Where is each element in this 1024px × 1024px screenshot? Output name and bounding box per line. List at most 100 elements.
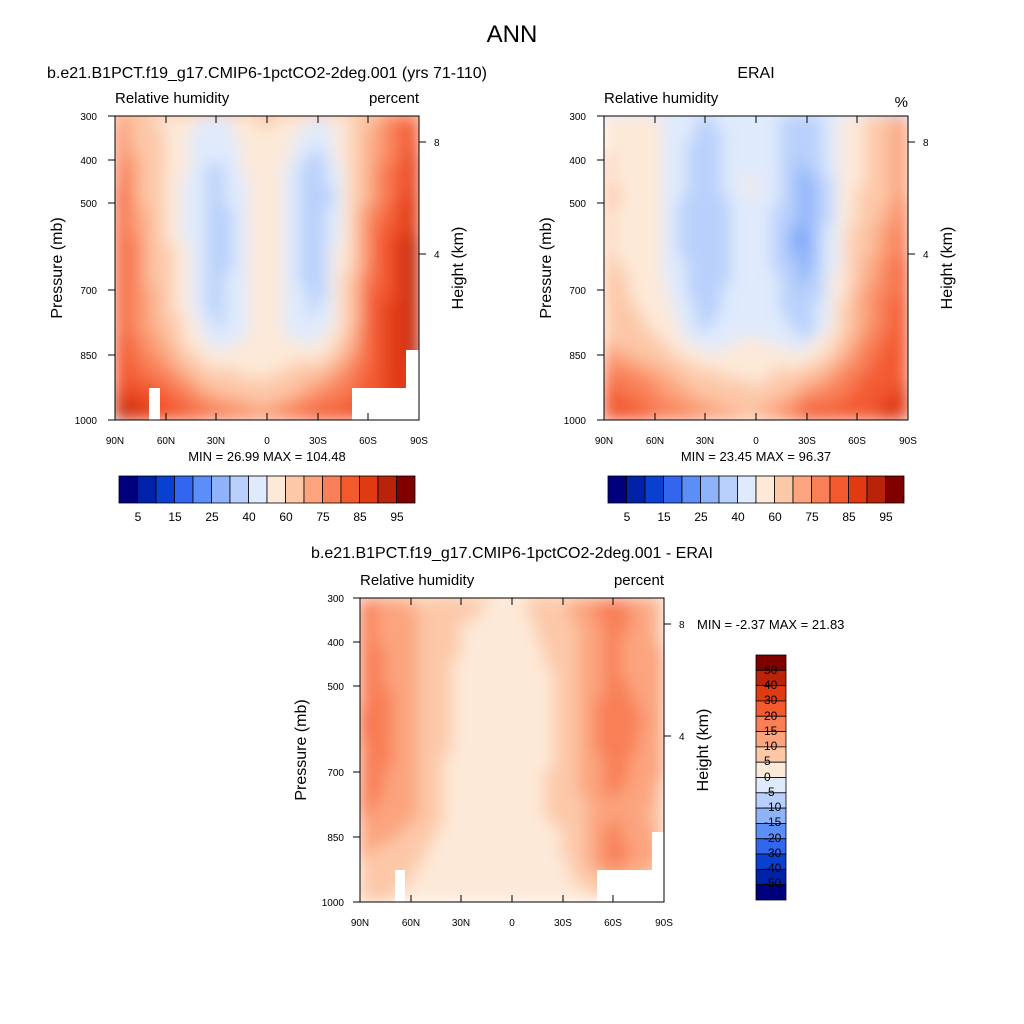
field-cell (629, 851, 640, 862)
field-cell (257, 369, 268, 380)
field-cell (839, 300, 850, 317)
field-cell (721, 187, 732, 199)
field-cell (358, 328, 370, 340)
field-cell (198, 398, 209, 408)
colorbar-label: 40 (764, 678, 778, 692)
field-cell (645, 197, 656, 209)
field-cell (704, 353, 715, 364)
field-cell (805, 286, 817, 303)
colorbar-box (755, 761, 787, 778)
latitude-tick-label: 90S (899, 436, 917, 447)
field-cell (401, 272, 412, 289)
field-cell (636, 272, 648, 289)
field-cell (139, 378, 150, 387)
colorbar-boxes (118, 475, 416, 504)
field-cell (418, 697, 429, 710)
field-cell (384, 827, 395, 838)
field-cell (890, 197, 901, 209)
field-cell (401, 286, 412, 303)
field-cell (679, 206, 690, 218)
field-cell (721, 314, 732, 331)
field-cell (595, 819, 606, 830)
field-cell (578, 621, 589, 636)
field-cell (223, 116, 235, 130)
field-cell (460, 796, 471, 813)
field-cell (595, 598, 606, 612)
field-cell (115, 116, 125, 130)
field-cell (662, 345, 673, 356)
field-cell (223, 384, 235, 394)
field-cell (181, 405, 192, 415)
field-cell (181, 353, 192, 364)
field-cell (249, 328, 260, 340)
field-cell (645, 300, 656, 317)
field-cell (653, 206, 665, 218)
field-cell (637, 726, 649, 743)
field-cell (147, 197, 159, 209)
field-cell (788, 398, 800, 408)
field-cell (266, 369, 277, 380)
field-cell (409, 328, 419, 340)
field-cell (612, 707, 623, 719)
field-cell (653, 328, 665, 340)
field-cell (494, 843, 505, 854)
field-cell (797, 314, 808, 331)
field-cell (198, 244, 209, 261)
field-cell (587, 866, 598, 876)
colorbar-box (755, 475, 775, 504)
field-cell (544, 621, 556, 636)
field-cell (401, 300, 412, 317)
field-cell (181, 398, 192, 408)
field-cell (595, 697, 606, 710)
field-cell (873, 398, 884, 408)
field-cell (890, 412, 901, 420)
field-cell (451, 835, 463, 846)
field-cell (831, 139, 842, 154)
field-cell (847, 361, 859, 372)
field-cell (847, 225, 859, 237)
field-cell (451, 621, 463, 636)
field-cell (695, 215, 707, 228)
field-cell (350, 244, 361, 261)
field-cell (316, 175, 328, 190)
field-cell (604, 187, 614, 199)
field-cell (653, 405, 665, 415)
field-cell (822, 175, 833, 190)
field-cell (147, 116, 159, 130)
field-cell (839, 244, 850, 261)
field-cell (561, 669, 573, 681)
field-cell (375, 139, 387, 154)
field-cell (460, 679, 471, 691)
field-cell (763, 300, 774, 317)
field-cell (468, 679, 480, 691)
field-cell (206, 163, 218, 178)
field-cell (822, 225, 833, 237)
latitude-tick-label: 30S (798, 436, 816, 447)
field-cell (409, 873, 421, 883)
field-cell (115, 127, 125, 142)
colorbar-box (774, 475, 794, 504)
field-cell (115, 361, 125, 372)
field-cell (847, 337, 859, 348)
colorbar-box (155, 475, 175, 504)
field-cell (856, 405, 867, 415)
field-cell (333, 225, 344, 237)
field-cell (375, 116, 387, 130)
field-cell (240, 300, 252, 317)
field-cell (780, 286, 791, 303)
field-cell (147, 272, 159, 289)
field-cell (839, 234, 850, 246)
pressure-tick-label: 400 (569, 156, 586, 167)
field-cell (738, 197, 749, 209)
field-cell (797, 151, 808, 166)
field-cell (274, 258, 285, 275)
field-cell (612, 598, 623, 612)
field-cell (797, 258, 808, 275)
field-cell (468, 740, 480, 757)
field-cell (536, 796, 547, 813)
field-cell (553, 707, 564, 719)
field-cell (628, 391, 639, 401)
field-cell (780, 139, 791, 154)
field-cell (797, 353, 808, 364)
field-cell (384, 754, 395, 771)
